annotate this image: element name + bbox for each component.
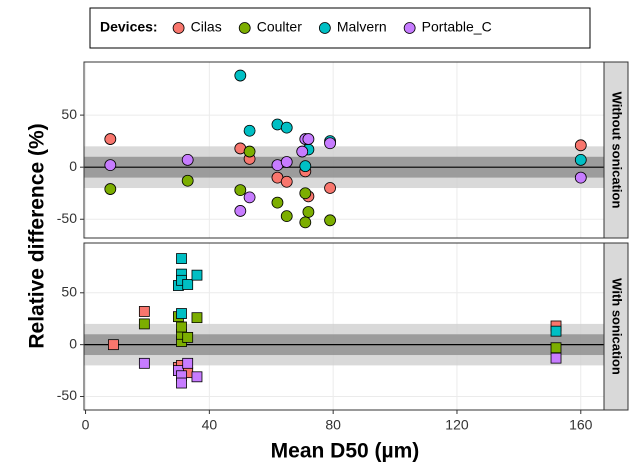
data-point	[280, 210, 293, 223]
x-axis-label: Mean D50 (µm)	[271, 440, 420, 463]
data-point	[280, 121, 293, 134]
strip-label: With sonication	[610, 278, 625, 375]
data-point	[104, 133, 117, 145]
data-point	[176, 377, 187, 389]
data-point	[191, 269, 203, 281]
data-point	[243, 145, 256, 158]
legend-marker	[318, 22, 331, 34]
data-point	[176, 253, 187, 264]
legend-marker	[238, 22, 251, 34]
legend-label: Portable_C	[422, 19, 492, 35]
y-tick-label: 0	[69, 158, 77, 174]
data-point	[181, 153, 194, 166]
data-point	[280, 175, 293, 188]
data-point	[138, 357, 150, 369]
data-point	[299, 187, 312, 200]
legend-label: Malvern	[337, 19, 387, 35]
data-point	[138, 318, 150, 330]
strip	[603, 242, 629, 411]
data-point	[176, 308, 187, 319]
data-point	[243, 124, 256, 137]
data-point	[271, 196, 284, 209]
data-point	[181, 174, 194, 187]
data-point	[191, 312, 203, 324]
data-point	[234, 69, 247, 82]
data-point	[302, 133, 315, 145]
data-point	[574, 139, 587, 152]
data-point	[243, 191, 256, 204]
data-point	[574, 153, 587, 166]
data-point	[176, 321, 187, 333]
y-axis-label: Relative difference (%)	[26, 123, 49, 348]
data-point	[324, 214, 336, 227]
y-tick-label: 0	[69, 335, 77, 351]
data-point	[108, 339, 119, 351]
strip	[603, 61, 629, 239]
data-point	[324, 137, 336, 150]
data-point	[234, 184, 247, 196]
data-point	[574, 171, 587, 184]
y-tick-label: -50	[57, 387, 77, 403]
x-tick-label: 120	[445, 417, 469, 433]
data-point	[550, 325, 562, 337]
legend-title: Devices:	[100, 19, 158, 35]
data-point	[138, 306, 150, 317]
data-point	[191, 371, 203, 383]
legend-label: Coulter	[257, 19, 302, 35]
y-tick-label: -50	[57, 210, 77, 226]
x-tick-label: 80	[325, 417, 341, 433]
data-point	[182, 279, 194, 290]
data-point	[104, 159, 117, 172]
y-tick-label: 50	[61, 283, 77, 299]
legend-marker	[403, 22, 416, 34]
legend-label: Cilas	[191, 19, 222, 35]
data-point	[550, 352, 562, 364]
data-point	[182, 357, 194, 369]
data-point	[550, 342, 562, 354]
data-point	[324, 182, 336, 194]
x-tick-label: 160	[569, 417, 593, 433]
y-tick-label: 50	[61, 106, 77, 122]
data-point	[182, 331, 194, 343]
data-point	[302, 206, 315, 218]
x-tick-label: 40	[202, 417, 218, 433]
data-point	[104, 183, 117, 195]
data-point	[296, 145, 309, 158]
data-point	[234, 205, 247, 217]
x-tick-label: 0	[82, 417, 90, 433]
data-point	[280, 156, 293, 168]
data-point	[299, 216, 312, 229]
strip-label: Without sonication	[610, 92, 625, 209]
legend-marker	[172, 22, 185, 34]
data-point	[299, 160, 312, 173]
